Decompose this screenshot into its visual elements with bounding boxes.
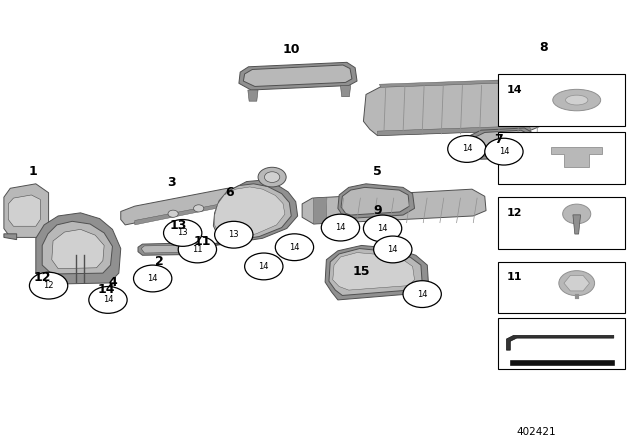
Polygon shape <box>573 215 580 234</box>
FancyBboxPatch shape <box>497 133 625 184</box>
Text: 10: 10 <box>282 43 300 56</box>
Text: 13: 13 <box>170 219 187 232</box>
Polygon shape <box>551 147 602 167</box>
Circle shape <box>559 271 595 296</box>
Text: 14: 14 <box>335 223 346 232</box>
Circle shape <box>448 136 486 162</box>
Circle shape <box>364 215 402 242</box>
Polygon shape <box>8 195 40 226</box>
Polygon shape <box>341 187 410 215</box>
Polygon shape <box>338 184 415 219</box>
Polygon shape <box>214 187 285 241</box>
FancyBboxPatch shape <box>497 318 625 369</box>
Text: 14: 14 <box>378 224 388 233</box>
Text: 12: 12 <box>33 271 51 284</box>
Polygon shape <box>333 253 415 290</box>
Polygon shape <box>340 86 351 97</box>
Polygon shape <box>135 202 227 225</box>
Text: 12: 12 <box>44 281 54 290</box>
Text: 4: 4 <box>108 276 117 289</box>
Polygon shape <box>211 184 291 244</box>
Polygon shape <box>4 184 49 237</box>
Polygon shape <box>243 65 352 86</box>
Text: 6: 6 <box>225 186 234 199</box>
Polygon shape <box>564 276 589 291</box>
Polygon shape <box>42 221 113 274</box>
Polygon shape <box>364 80 547 136</box>
Text: 13: 13 <box>177 228 188 237</box>
Ellipse shape <box>553 89 601 111</box>
Polygon shape <box>506 336 614 350</box>
Polygon shape <box>138 243 204 255</box>
Polygon shape <box>329 249 422 296</box>
Text: 14: 14 <box>417 289 428 299</box>
Polygon shape <box>204 180 298 247</box>
Text: 12: 12 <box>507 207 523 218</box>
Circle shape <box>374 236 412 263</box>
Polygon shape <box>302 189 486 224</box>
Polygon shape <box>473 130 532 156</box>
Polygon shape <box>378 126 531 136</box>
Circle shape <box>264 172 280 182</box>
FancyBboxPatch shape <box>497 197 625 249</box>
Text: 14: 14 <box>461 144 472 154</box>
FancyBboxPatch shape <box>497 74 625 126</box>
Text: 14: 14 <box>289 243 300 252</box>
Polygon shape <box>380 79 534 87</box>
Text: 14: 14 <box>97 283 115 296</box>
Polygon shape <box>141 245 200 253</box>
Text: 3: 3 <box>168 176 176 189</box>
Polygon shape <box>36 213 121 284</box>
Text: 11: 11 <box>507 272 523 282</box>
Polygon shape <box>248 90 258 101</box>
Text: 7: 7 <box>495 133 503 146</box>
Text: 1: 1 <box>28 165 37 178</box>
Circle shape <box>164 220 202 246</box>
Circle shape <box>321 214 360 241</box>
Text: 15: 15 <box>353 265 371 278</box>
Text: 8: 8 <box>540 41 548 54</box>
Circle shape <box>563 204 591 224</box>
Circle shape <box>275 234 314 261</box>
Text: 2: 2 <box>155 255 163 268</box>
Text: 14: 14 <box>259 262 269 271</box>
Ellipse shape <box>566 95 588 105</box>
Polygon shape <box>4 234 17 240</box>
Circle shape <box>193 205 204 212</box>
Polygon shape <box>468 128 537 159</box>
FancyBboxPatch shape <box>497 262 625 313</box>
Circle shape <box>244 253 283 280</box>
Text: 14: 14 <box>499 147 509 156</box>
Circle shape <box>258 167 286 187</box>
Circle shape <box>214 221 253 248</box>
Text: 5: 5 <box>373 165 382 178</box>
Circle shape <box>178 236 216 263</box>
Text: 11: 11 <box>194 235 211 248</box>
Polygon shape <box>314 197 326 224</box>
Polygon shape <box>52 229 104 269</box>
Text: 402421: 402421 <box>516 426 556 437</box>
Circle shape <box>403 281 442 307</box>
Text: 14: 14 <box>388 245 398 254</box>
Circle shape <box>484 138 523 165</box>
Text: 13: 13 <box>228 230 239 239</box>
Text: 11: 11 <box>192 245 203 254</box>
Circle shape <box>168 210 178 217</box>
Polygon shape <box>325 246 429 300</box>
Polygon shape <box>239 62 357 90</box>
Circle shape <box>29 272 68 299</box>
Text: 14: 14 <box>103 295 113 305</box>
Text: 14: 14 <box>147 274 158 283</box>
Polygon shape <box>510 360 614 365</box>
Circle shape <box>134 265 172 292</box>
Circle shape <box>89 287 127 313</box>
Text: 14: 14 <box>507 85 523 95</box>
Text: 13: 13 <box>507 143 522 153</box>
Polygon shape <box>121 188 246 225</box>
Text: 9: 9 <box>373 204 382 217</box>
